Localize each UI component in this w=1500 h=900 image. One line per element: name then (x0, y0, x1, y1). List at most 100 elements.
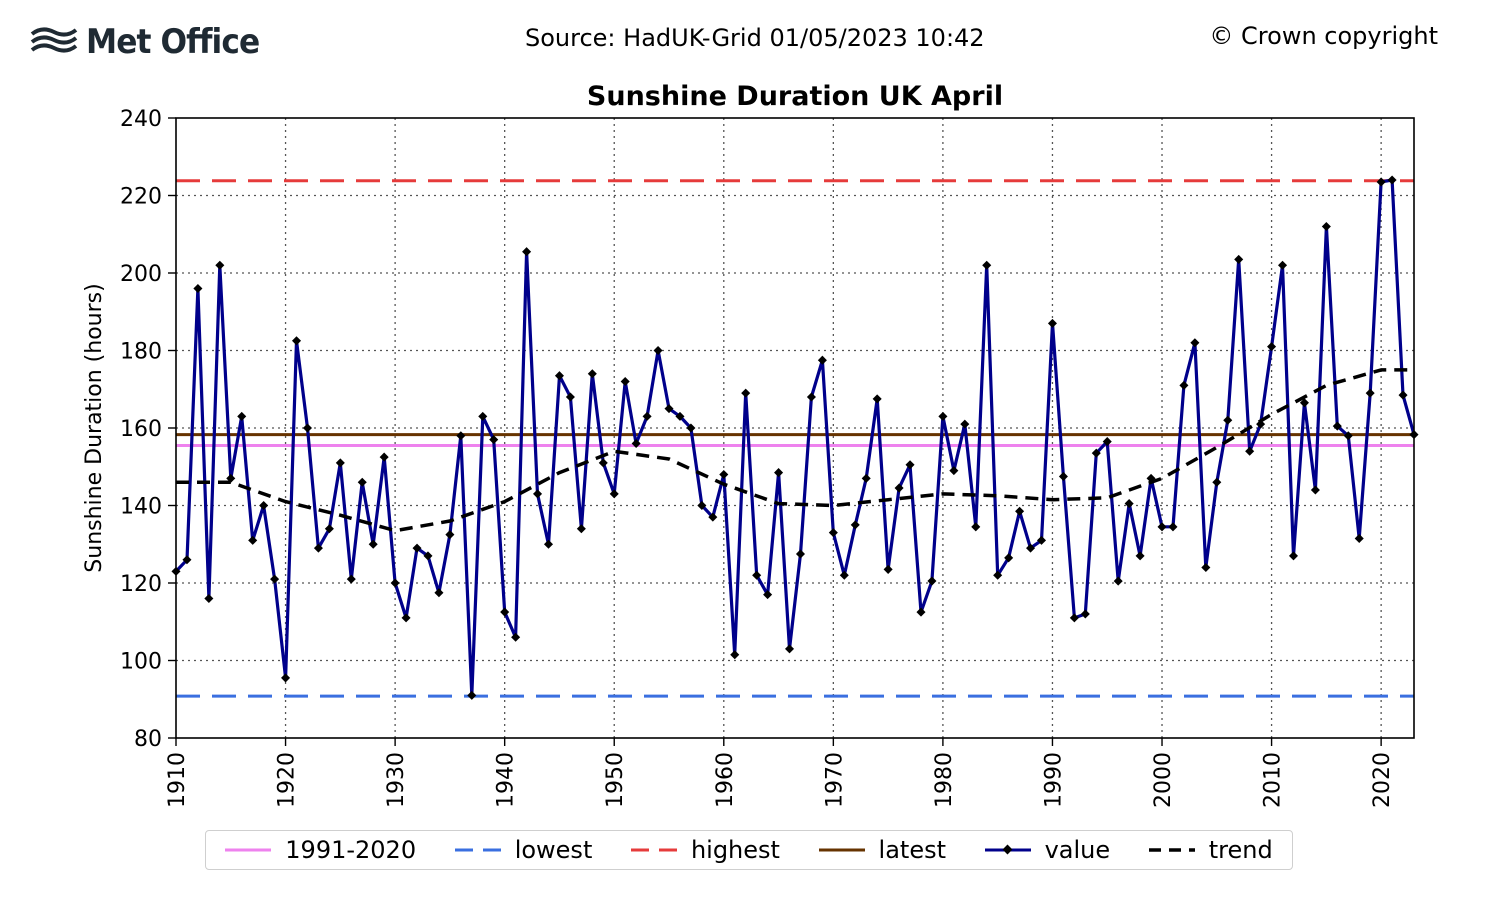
data-point-1936 (456, 431, 466, 441)
data-point-1962 (741, 388, 751, 398)
y-tick-label: 140 (120, 495, 162, 520)
series-line-trend (176, 368, 1414, 533)
y-tick-label: 160 (120, 417, 162, 442)
logo-text: Met Office (86, 22, 260, 62)
data-point-1922 (302, 423, 312, 433)
y-tick-label: 80 (134, 727, 162, 752)
data-point-1925 (335, 458, 345, 468)
legend-item-climatology: 1991-2020 (225, 836, 416, 864)
data-point-2004 (1201, 562, 1211, 573)
data-point-1988 (1026, 543, 1036, 553)
x-tick-label: 1930 (384, 752, 409, 808)
legend-label-value: value (1044, 836, 1111, 864)
data-point-1921 (291, 336, 302, 346)
y-tick-label: 240 (120, 107, 162, 132)
data-point-1987 (1015, 506, 1025, 516)
legend-swatch-lowest (454, 848, 501, 852)
met-office-logo: Met Office (30, 22, 274, 62)
data-point-2002 (1179, 380, 1189, 390)
copyright-text: © Crown copyright (1209, 22, 1438, 50)
data-point-2007 (1234, 254, 1244, 264)
x-tick-label: 1990 (1041, 752, 1066, 808)
data-point-1950 (609, 489, 619, 499)
data-point-1979 (927, 576, 937, 586)
legend: 1991-2020 lowest highest latest value tr… (205, 830, 1293, 870)
legend-swatch-climatology (225, 848, 272, 852)
data-point-1993 (1080, 609, 1090, 619)
data-point-1953 (642, 411, 652, 421)
data-point-1943 (533, 489, 543, 499)
data-point-2020 (1376, 177, 1386, 187)
data-point-1951 (620, 376, 630, 387)
legend-label-latest: latest (878, 836, 946, 864)
data-point-1964 (763, 590, 773, 600)
data-point-1929 (379, 452, 389, 462)
data-point-1954 (653, 345, 663, 356)
data-point-2014 (1310, 485, 1320, 495)
data-point-1991 (1058, 471, 1068, 481)
data-point-1927 (357, 477, 367, 487)
data-point-1941 (511, 632, 521, 642)
legend-item-trend: trend (1148, 836, 1273, 864)
data-point-1985 (993, 570, 1003, 580)
data-point-1914 (215, 260, 225, 270)
x-tick-label: 1940 (494, 752, 519, 808)
x-tick-label: 1980 (932, 752, 957, 808)
data-point-1912 (193, 283, 203, 294)
data-point-2015 (1321, 221, 1331, 232)
data-point-2010 (1267, 342, 1277, 352)
data-point-1947 (576, 524, 586, 534)
data-point-1986 (1004, 553, 1014, 563)
data-point-1975 (883, 564, 893, 574)
data-point-1997 (1124, 499, 1134, 509)
legend-swatch-latest (818, 848, 865, 852)
data-point-2008 (1245, 446, 1255, 456)
data-point-1990 (1047, 318, 1057, 328)
data-point-1974 (872, 394, 882, 404)
chart-title: Sunshine Duration UK April (587, 81, 1003, 112)
y-tick-label: 120 (120, 572, 162, 597)
x-tick-label: 1950 (603, 752, 628, 808)
data-point-1935 (445, 530, 455, 540)
data-point-1978 (916, 607, 926, 617)
legend-label-trend: trend (1208, 836, 1273, 864)
data-point-1996 (1113, 576, 1123, 586)
data-point-1983 (971, 522, 981, 532)
x-tick-label: 1910 (165, 752, 190, 808)
legend-swatch-value (984, 844, 1031, 855)
data-point-1928 (368, 539, 378, 549)
data-point-1967 (795, 549, 806, 559)
data-point-2000 (1157, 522, 1167, 532)
data-point-1968 (806, 392, 816, 402)
legend-label-climatology: 1991-2020 (285, 836, 417, 864)
data-point-1919 (270, 574, 280, 584)
data-point-2011 (1278, 260, 1288, 270)
data-point-1933 (423, 551, 433, 561)
data-point-1934 (434, 588, 444, 598)
data-point-1992 (1069, 613, 1079, 623)
y-tick-label: 200 (120, 262, 162, 287)
data-point-1980 (938, 411, 948, 421)
data-point-2005 (1212, 477, 1222, 487)
x-tick-label: 1970 (822, 752, 847, 808)
data-point-2006 (1223, 415, 1233, 425)
data-point-1926 (346, 574, 356, 584)
data-point-1944 (543, 539, 554, 549)
data-point-1966 (784, 644, 795, 654)
data-point-1960 (719, 469, 729, 480)
data-point-1913 (204, 593, 214, 604)
x-tick-label: 1960 (713, 752, 738, 808)
data-point-1984 (982, 260, 992, 270)
legend-item-latest: latest (818, 836, 946, 864)
data-point-1932 (412, 543, 422, 553)
data-point-1971 (839, 570, 849, 580)
data-point-1917 (248, 535, 258, 545)
legend-swatch-highest (630, 848, 677, 852)
x-tick-label: 2000 (1151, 752, 1176, 808)
legend-swatch-trend (1148, 848, 1195, 852)
data-point-1920 (281, 673, 291, 683)
data-point-1949 (598, 458, 608, 468)
source-text: Source: HadUK-Grid 01/05/2023 10:42 (525, 24, 985, 52)
data-point-2019 (1365, 388, 1375, 398)
data-point-2003 (1190, 338, 1200, 348)
